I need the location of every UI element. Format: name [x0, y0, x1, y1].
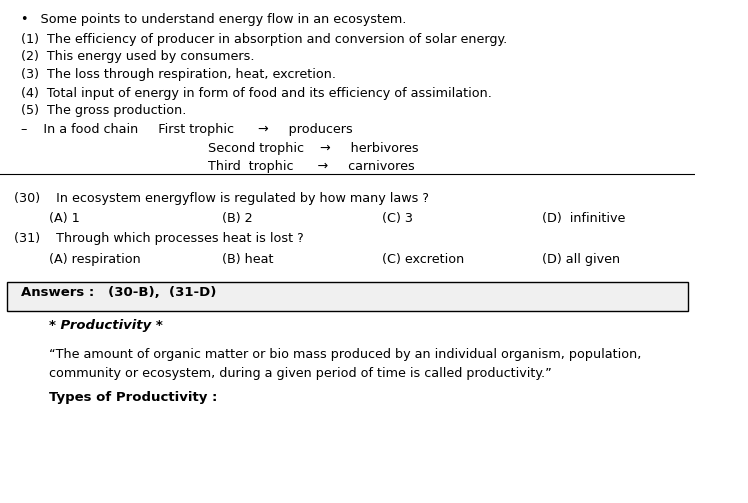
Text: •   Some points to understand energy flow in an ecosystem.: • Some points to understand energy flow … — [21, 13, 406, 26]
Text: Answers :   (30-B),  (31-D): Answers : (30-B), (31-D) — [21, 286, 216, 299]
Text: Second trophic    →     herbivores: Second trophic → herbivores — [209, 142, 419, 155]
Text: (30)    In ecosystem energyflow is regulated by how many laws ?: (30) In ecosystem energyflow is regulate… — [14, 192, 429, 205]
Text: (A) 1: (A) 1 — [49, 212, 79, 225]
Text: –    In a food chain     First trophic      →     producers: – In a food chain First trophic → produc… — [21, 123, 352, 136]
Text: (4)  Total input of energy in form of food and its efficiency of assimilation.: (4) Total input of energy in form of foo… — [21, 87, 491, 100]
Text: (A) respiration: (A) respiration — [49, 253, 141, 266]
Text: (D) all given: (D) all given — [542, 253, 620, 266]
Text: (2)  This energy used by consumers.: (2) This energy used by consumers. — [21, 50, 254, 63]
Text: Types of Productivity :: Types of Productivity : — [49, 391, 217, 404]
Text: (5)  The gross production.: (5) The gross production. — [21, 104, 186, 117]
FancyBboxPatch shape — [7, 282, 688, 311]
Text: “The amount of organic matter or bio mass produced by an individual organism, po: “The amount of organic matter or bio mas… — [49, 348, 641, 361]
Text: Third  trophic      →     carnivores: Third trophic → carnivores — [209, 160, 415, 174]
Text: (B) heat: (B) heat — [222, 253, 274, 266]
Text: community or ecosystem, during a given period of time is called productivity.”: community or ecosystem, during a given p… — [49, 367, 551, 380]
Text: (B) 2: (B) 2 — [222, 212, 253, 225]
Text: (C) 3: (C) 3 — [382, 212, 413, 225]
Text: (D)  infinitive: (D) infinitive — [542, 212, 625, 225]
Text: (1)  The efficiency of producer in absorption and conversion of solar energy.: (1) The efficiency of producer in absorp… — [21, 33, 507, 46]
Text: (3)  The loss through respiration, heat, excretion.: (3) The loss through respiration, heat, … — [21, 68, 336, 81]
Text: (31)    Through which processes heat is lost ?: (31) Through which processes heat is los… — [14, 232, 304, 245]
Text: (C) excretion: (C) excretion — [382, 253, 465, 266]
Text: * Productivity *: * Productivity * — [49, 319, 162, 332]
